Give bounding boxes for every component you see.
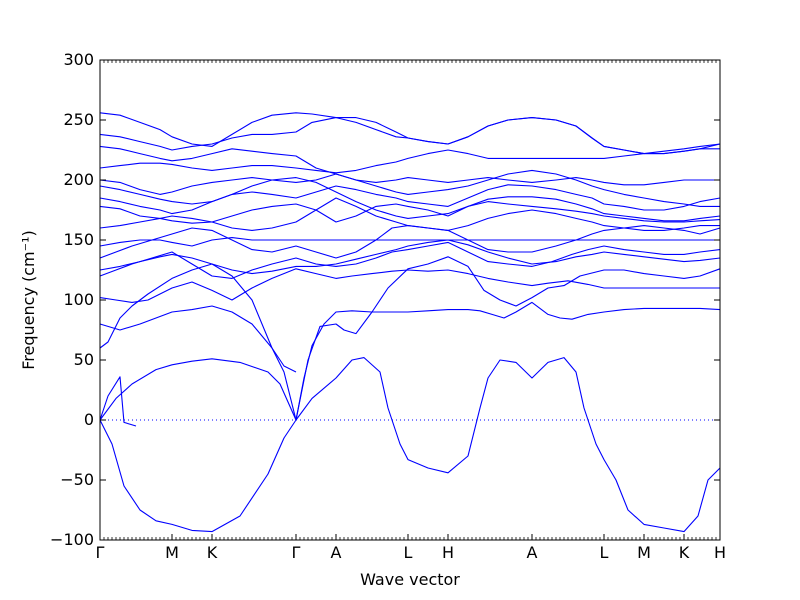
- x-tick-label: M: [165, 543, 179, 562]
- y-tick-label: 200: [63, 170, 94, 189]
- x-tick-label: L: [404, 543, 413, 562]
- y-tick-label: 0: [84, 410, 94, 429]
- band-line-9: [99, 268, 720, 303]
- y-tick-label: 150: [63, 230, 94, 249]
- band-line-11: [99, 237, 720, 247]
- x-tick-label: H: [442, 543, 454, 562]
- band-line-2: [99, 376, 137, 427]
- band-line-18: [99, 112, 721, 155]
- band-line-3: [99, 358, 297, 421]
- band-line-22: [99, 239, 721, 275]
- band-line-19: [99, 145, 720, 186]
- band-line-21: [99, 197, 720, 231]
- band-line-5: [295, 301, 721, 421]
- y-tick-label: −100: [50, 530, 94, 549]
- band-line-4: [295, 357, 721, 533]
- x-tick-label: K: [207, 543, 218, 562]
- y-tick-label: 250: [63, 110, 94, 129]
- band-line-10: [99, 241, 721, 279]
- band-line-1: [99, 419, 297, 533]
- band-line-17: [99, 117, 720, 155]
- y-axis: −100 −50 0 50 100 150 200 250 300: [50, 50, 720, 549]
- y-tick-label: 50: [74, 350, 94, 369]
- bands-layer: [99, 112, 721, 533]
- y-tick-label: −50: [60, 470, 94, 489]
- band-line-16: [99, 143, 721, 174]
- band-line-13: [99, 201, 721, 224]
- x-axis-label: Wave vector: [360, 570, 460, 589]
- band-line-20: [99, 177, 721, 222]
- band-line-14: [99, 184, 721, 215]
- band-line-15: [99, 169, 720, 207]
- band-line-8: [99, 305, 297, 373]
- x-tick-label: H: [714, 543, 726, 562]
- x-tick-label: M: [637, 543, 651, 562]
- band-line-12: [99, 225, 721, 259]
- x-tick-label: A: [331, 543, 342, 562]
- x-tick-label: L: [600, 543, 609, 562]
- x-tick-label: K: [679, 543, 690, 562]
- band-line-6: [295, 256, 721, 421]
- x-tick-label: Γ: [96, 543, 105, 562]
- x-tick-label: Γ: [292, 543, 301, 562]
- plot-frame: [99, 59, 721, 541]
- y-axis-label: Frequency (cm⁻¹): [19, 230, 38, 369]
- y-tick-label: 300: [63, 50, 94, 69]
- y-tick-label: 100: [63, 290, 94, 309]
- x-tick-label: A: [527, 543, 538, 562]
